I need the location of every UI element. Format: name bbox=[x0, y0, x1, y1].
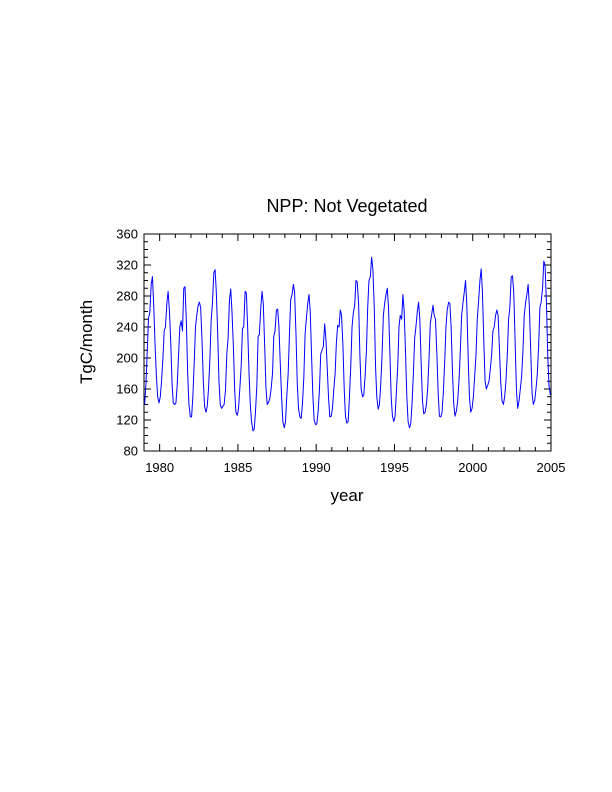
plot-border bbox=[143, 233, 552, 452]
x-tick-label: 1980 bbox=[145, 460, 174, 475]
y-tick-label: 240 bbox=[116, 320, 138, 335]
x-tick-label: 2005 bbox=[537, 460, 566, 475]
series-line-1 bbox=[144, 256, 551, 432]
series-group bbox=[144, 256, 551, 432]
x-tick-label: 1985 bbox=[223, 460, 252, 475]
plot-area bbox=[143, 233, 552, 452]
x-tick-label: 1995 bbox=[380, 460, 409, 475]
y-axis-label: TgC/month bbox=[77, 300, 96, 384]
y-tick-label: 80 bbox=[124, 444, 138, 459]
x-tick-label: 1990 bbox=[302, 460, 331, 475]
y-tick-label: 120 bbox=[116, 413, 138, 428]
x-tick-label: 2000 bbox=[458, 460, 487, 475]
chart-title: NPP: Not Vegetated bbox=[266, 196, 427, 216]
axis-tick-labels: 1980 1985 1990 1995 2000 2005 80 120 160 200 240 28… bbox=[116, 227, 565, 476]
y-tick-label: 160 bbox=[116, 382, 138, 397]
axis-ticks bbox=[143, 233, 552, 452]
y-tick-label: 320 bbox=[116, 258, 138, 273]
y-tick-label: 200 bbox=[116, 351, 138, 366]
x-axis-label: year bbox=[330, 486, 363, 505]
y-tick-label: 280 bbox=[116, 289, 138, 304]
y-tick-label: 360 bbox=[116, 227, 138, 242]
